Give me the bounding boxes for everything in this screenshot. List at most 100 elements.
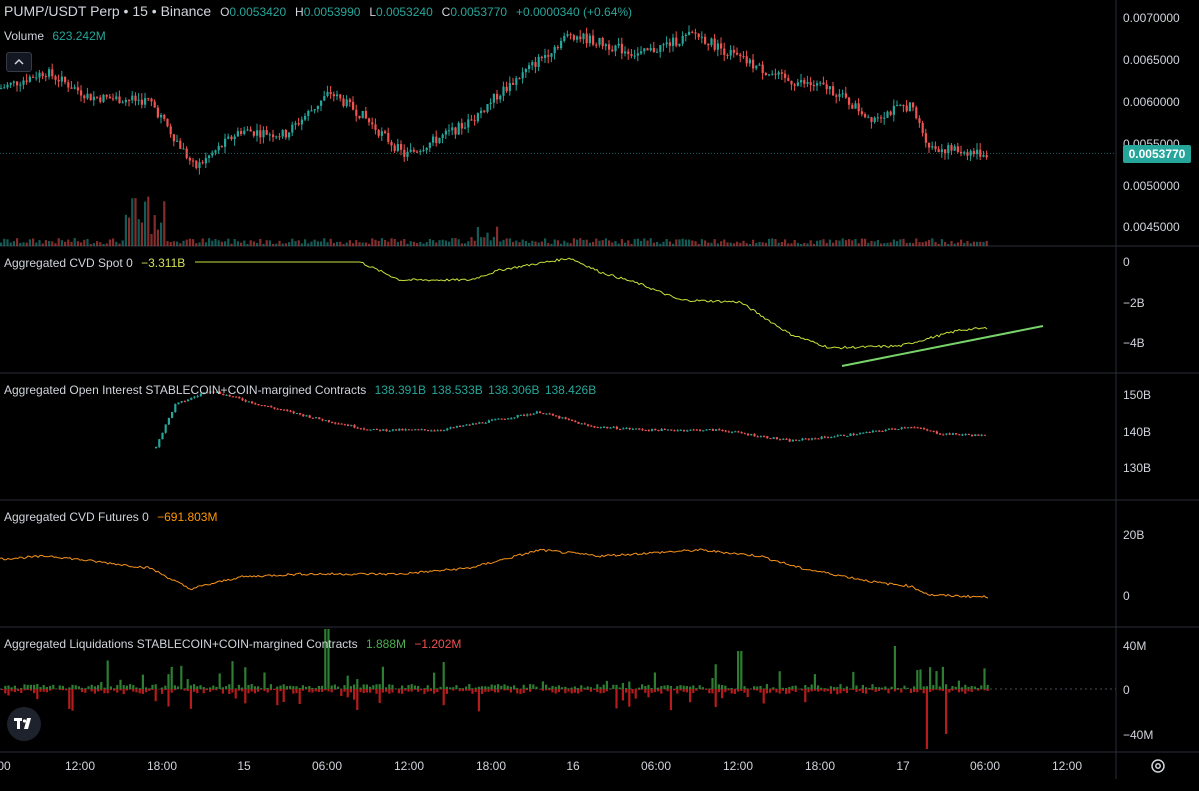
- oi-candle-body: [532, 413, 535, 415]
- volume-bar: [112, 238, 115, 246]
- liq-short-bar: [759, 689, 762, 693]
- liq-short-bar: [461, 689, 464, 692]
- oi-candle-body: [161, 432, 164, 440]
- liq-long-bar: [666, 685, 669, 689]
- candle-body: [425, 147, 428, 151]
- liq-short-bar: [506, 689, 509, 691]
- volume-bar: [534, 241, 537, 246]
- volume-bar: [99, 242, 102, 246]
- liq-long-bar: [548, 687, 551, 689]
- candle-body: [214, 150, 217, 153]
- liq-short-bar: [49, 689, 52, 691]
- oi-candle-body: [372, 428, 375, 430]
- candle-body: [19, 84, 22, 86]
- liq-long-bar: [813, 674, 816, 689]
- liq-short-bar: [881, 689, 884, 690]
- liq-short-bar: [887, 689, 890, 694]
- candle-body: [156, 107, 159, 118]
- oi-candle-body: [283, 409, 286, 411]
- candle-body: [310, 110, 313, 112]
- candle-body: [166, 118, 169, 127]
- oi-candle-body: [747, 433, 750, 436]
- liq-short-bar: [577, 689, 580, 694]
- liq-short-bar: [429, 689, 432, 692]
- liq-long-bar: [138, 688, 141, 689]
- volume-bar: [822, 239, 825, 246]
- volume-bar: [374, 239, 377, 246]
- liq-short-bar: [353, 689, 356, 700]
- volume-bar: [572, 238, 575, 246]
- oi-value-low: 138.306B: [488, 383, 540, 397]
- settings-button[interactable]: [1149, 757, 1167, 775]
- oi-candle-body: [558, 415, 561, 419]
- liq-long-bar: [228, 684, 231, 689]
- liq-short-bar: [807, 689, 810, 693]
- volume-bar: [214, 239, 217, 246]
- candle-body: [681, 35, 684, 44]
- time-axis-tick: 06:00: [311, 759, 343, 773]
- candle-body: [745, 56, 748, 64]
- volume-bar: [6, 239, 9, 246]
- liq-long-bar: [602, 684, 605, 689]
- liq-short-bar: [426, 689, 429, 692]
- collapse-legend-button[interactable]: [6, 52, 32, 72]
- candle-body: [598, 37, 601, 45]
- oi-candle-body: [692, 429, 695, 431]
- candle-body: [896, 105, 899, 107]
- liq-long-bar: [791, 685, 794, 689]
- liq-long-bar: [20, 687, 23, 689]
- liq-short-bar: [90, 689, 93, 692]
- liq-short-bar: [513, 689, 516, 690]
- liq-long-bar: [845, 686, 848, 689]
- volume-bar: [44, 240, 47, 246]
- oi-candle-body: [449, 427, 452, 429]
- liq-short-bar: [349, 689, 352, 693]
- cvd-futures-legend: Aggregated CVD Futures 0 −691.803M: [4, 510, 222, 524]
- liq-long-bar: [525, 687, 528, 689]
- candle-body: [694, 32, 697, 34]
- volume-bar: [73, 238, 76, 246]
- volume-bar: [364, 242, 367, 246]
- liq-long-bar: [644, 686, 647, 689]
- liq-long-bar: [861, 684, 864, 689]
- liq-long-bar: [573, 686, 576, 689]
- liq-long-bar: [522, 684, 525, 689]
- candle-body: [496, 93, 499, 100]
- candle-body: [835, 95, 838, 97]
- oi-candle-body: [158, 439, 161, 447]
- oi-candle-body: [286, 409, 289, 411]
- cvd-spot-label: Aggregated CVD Spot 0: [4, 256, 133, 270]
- candle-body: [576, 36, 579, 40]
- candle-body: [483, 110, 486, 112]
- oi-candle-body: [564, 417, 567, 419]
- candle-body: [307, 111, 310, 116]
- liq-long-bar: [541, 681, 544, 689]
- liq-long-bar: [753, 686, 756, 689]
- volume-bar: [409, 241, 412, 246]
- oi-candle-body: [203, 392, 206, 394]
- liq-short-bar: [644, 689, 647, 693]
- tradingview-logo[interactable]: [7, 707, 41, 741]
- volume-bar: [652, 242, 655, 246]
- volume-bar: [281, 243, 284, 246]
- oi-candle-body: [971, 434, 974, 437]
- oi-candle-body: [734, 431, 737, 433]
- ohlc-high: H0.0053990: [295, 5, 361, 19]
- candle-body: [6, 84, 9, 88]
- candle-body: [470, 119, 473, 121]
- oi-candle-body: [190, 397, 193, 400]
- oi-candle-body: [459, 426, 462, 428]
- volume-bar: [758, 241, 761, 246]
- volume-bar: [67, 239, 70, 246]
- oi-candle-body: [897, 429, 900, 431]
- candle-body: [0, 88, 3, 90]
- oi-candle-body: [910, 427, 913, 429]
- candle-body: [32, 76, 35, 78]
- liq-long-bar: [490, 684, 493, 689]
- volume-bar: [697, 243, 700, 246]
- candle-body: [224, 138, 227, 147]
- liq-long-bar: [897, 688, 900, 689]
- oi-candle-body: [596, 427, 599, 429]
- oi-candle-body: [206, 392, 209, 394]
